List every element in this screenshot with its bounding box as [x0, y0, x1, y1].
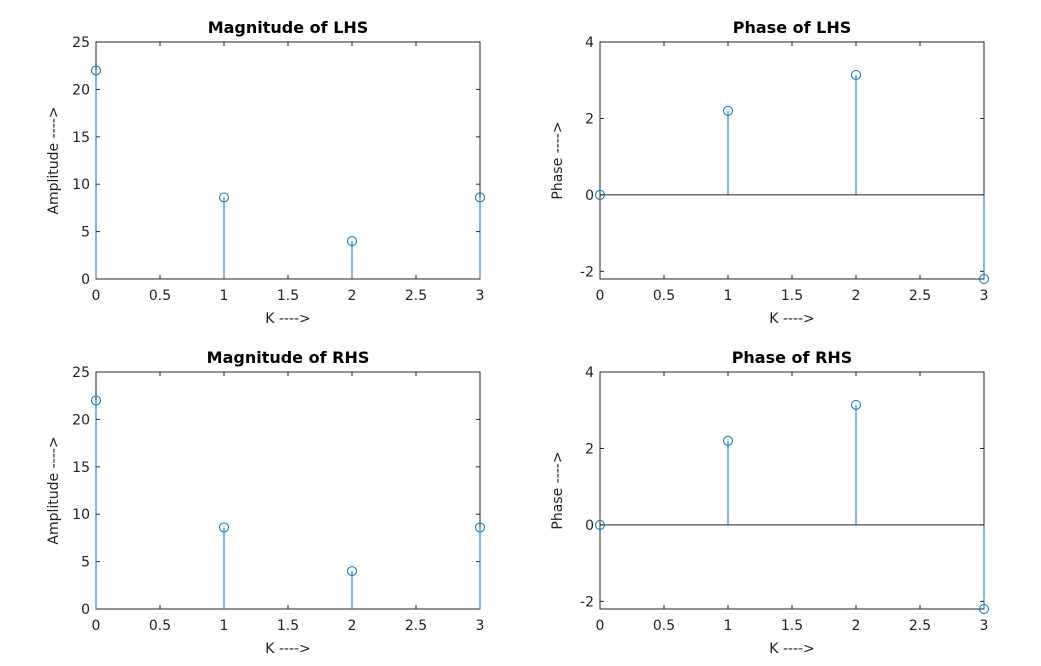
axes-frame [95, 371, 481, 610]
y-axis-label: Amplitude ----> [46, 106, 62, 214]
data-point [475, 192, 485, 203]
x-tick-label: 0 [596, 618, 605, 634]
data-point [219, 522, 229, 533]
y-tick-label: 15 [72, 130, 90, 146]
data-point [91, 395, 101, 406]
chart-title: Phase of LHS [733, 18, 852, 37]
x-tick-label: 1 [724, 618, 733, 634]
x-tick-label: 2.5 [405, 288, 427, 304]
data-point [595, 519, 605, 530]
y-tick-label: 2 [585, 441, 594, 457]
chart-title: Magnitude of RHS [207, 348, 370, 367]
y-tick-label: 0 [585, 518, 594, 534]
data-point [723, 435, 733, 446]
x-tick-label: 1.5 [781, 288, 803, 304]
x-tick-label: 0.5 [149, 288, 171, 304]
y-tick-label: 0 [81, 272, 90, 288]
y-tick-label: 4 [585, 365, 594, 381]
y-axis-label: Phase ----> [550, 121, 566, 199]
x-tick-label: 2 [348, 288, 357, 304]
data-point [347, 236, 357, 247]
x-tick-label: 1.5 [781, 618, 803, 634]
data-point [475, 522, 485, 533]
y-tick-label: 5 [81, 225, 90, 241]
y-tick-label: 20 [72, 82, 90, 98]
x-tick-label: 3 [980, 288, 989, 304]
data-point [851, 399, 861, 410]
data-point [595, 189, 605, 200]
y-tick-label: 20 [72, 412, 90, 428]
x-tick-label: 1.5 [277, 288, 299, 304]
y-tick-label: 10 [72, 177, 90, 193]
x-tick-label: 2.5 [909, 618, 931, 634]
y-tick-label: 0 [585, 188, 594, 204]
x-tick-label: 2.5 [405, 618, 427, 634]
data-point [91, 65, 101, 76]
data-point [347, 566, 357, 577]
y-tick-label: 10 [72, 507, 90, 523]
x-tick-label: 2 [348, 618, 357, 634]
y-tick-label: 15 [72, 460, 90, 476]
data-point [723, 105, 733, 116]
x-tick-label: 3 [476, 618, 485, 634]
axes-frame [599, 41, 985, 280]
x-tick-label: 0.5 [653, 288, 675, 304]
x-tick-label: 1 [220, 618, 229, 634]
x-axis-label: K ----> [769, 641, 815, 657]
x-tick-label: 1 [724, 288, 733, 304]
x-tick-label: 0.5 [653, 618, 675, 634]
chart-title: Phase of RHS [732, 348, 853, 367]
data-point [979, 604, 989, 614]
chart-magnitude-rhs: 0 0.5 1 1.5 2 2.5 3 0 5 10 15 20 25 Magnitude of RHS K… [46, 348, 485, 657]
y-tick-label: 5 [81, 555, 90, 571]
x-tick-label: 1.5 [277, 618, 299, 634]
data-point [851, 69, 861, 80]
y-tick-label: 25 [72, 35, 90, 51]
y-axis-label: Phase ----> [550, 451, 566, 529]
axes-frame [599, 371, 985, 610]
data-point [979, 274, 989, 284]
x-tick-label: 2.5 [909, 288, 931, 304]
x-tick-label: 2 [852, 288, 861, 304]
chart-magnitude-lhs: 0 0.5 1 1.5 2 2.5 3 0 5 10 15 20 25 Magnitude of LHS K… [46, 18, 485, 327]
x-axis-label: K ----> [265, 311, 311, 327]
x-tick-label: 0.5 [149, 618, 171, 634]
x-tick-label: 0 [92, 288, 101, 304]
axes-frame [95, 41, 481, 280]
y-tick-label: -2 [580, 264, 594, 280]
y-tick-label: 0 [81, 602, 90, 618]
x-tick-label: 1 [220, 288, 229, 304]
x-tick-label: 2 [852, 618, 861, 634]
x-axis-label: K ----> [769, 311, 815, 327]
x-tick-label: 3 [476, 288, 485, 304]
y-axis-label: Amplitude ----> [46, 436, 62, 544]
x-tick-label: 0 [596, 288, 605, 304]
x-tick-label: 0 [92, 618, 101, 634]
x-axis-label: K ----> [265, 641, 311, 657]
data-point [219, 192, 229, 203]
x-tick-label: 3 [980, 618, 989, 634]
y-tick-label: 2 [585, 111, 594, 127]
y-tick-label: -2 [580, 594, 594, 610]
y-tick-label: 4 [585, 35, 594, 51]
y-tick-label: 25 [72, 365, 90, 381]
chart-title: Magnitude of LHS [208, 18, 369, 37]
